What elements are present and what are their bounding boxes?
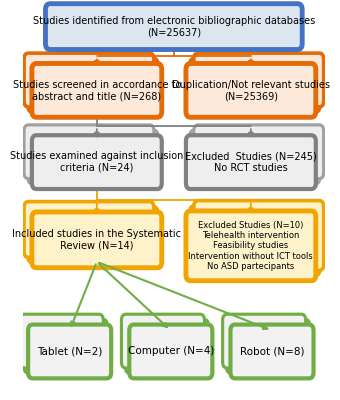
FancyBboxPatch shape [28, 58, 158, 112]
Text: Excluded  Studies (N=245)
No RCT studies: Excluded Studies (N=245) No RCT studies [185, 151, 317, 173]
Text: Robot (N=8): Robot (N=8) [240, 346, 304, 356]
FancyBboxPatch shape [194, 125, 324, 179]
FancyBboxPatch shape [121, 314, 204, 368]
FancyBboxPatch shape [28, 130, 158, 184]
FancyBboxPatch shape [32, 64, 162, 117]
FancyBboxPatch shape [125, 319, 208, 373]
FancyBboxPatch shape [186, 135, 316, 189]
FancyBboxPatch shape [231, 324, 313, 378]
Text: Excluded Studies (N=10)
Telehealth intervention
Feasibility studies
Intervention: Excluded Studies (N=10) Telehealth inter… [188, 220, 313, 271]
FancyBboxPatch shape [223, 314, 306, 368]
Text: Studies identified from electronic bibliographic databases
(N=25637): Studies identified from electronic bibli… [33, 16, 315, 38]
FancyBboxPatch shape [194, 53, 324, 107]
FancyBboxPatch shape [32, 135, 162, 189]
Text: Studies examined against inclusion
criteria (N=24): Studies examined against inclusion crite… [10, 151, 184, 173]
FancyBboxPatch shape [20, 314, 103, 368]
FancyBboxPatch shape [190, 130, 320, 184]
FancyBboxPatch shape [28, 207, 158, 262]
FancyBboxPatch shape [129, 324, 212, 378]
FancyBboxPatch shape [32, 212, 162, 268]
FancyBboxPatch shape [190, 58, 320, 112]
FancyBboxPatch shape [194, 200, 324, 270]
Text: Studies screened in accordance to
abstract and title (N=268): Studies screened in accordance to abstra… [13, 80, 181, 101]
FancyBboxPatch shape [24, 125, 154, 179]
FancyBboxPatch shape [186, 64, 316, 117]
FancyBboxPatch shape [186, 211, 316, 281]
Text: Tablet (N=2): Tablet (N=2) [37, 346, 102, 356]
FancyBboxPatch shape [226, 319, 310, 373]
FancyBboxPatch shape [24, 319, 107, 373]
FancyBboxPatch shape [24, 53, 154, 107]
FancyBboxPatch shape [190, 206, 320, 276]
Text: Computer (N=4): Computer (N=4) [128, 346, 214, 356]
FancyBboxPatch shape [46, 4, 302, 50]
Text: Included studies in the Systematic
Review (N=14): Included studies in the Systematic Revie… [12, 229, 181, 251]
Text: Duplication/Not relevant studies
(N=25369): Duplication/Not relevant studies (N=2536… [172, 80, 330, 101]
FancyBboxPatch shape [28, 324, 111, 378]
FancyBboxPatch shape [24, 202, 154, 258]
